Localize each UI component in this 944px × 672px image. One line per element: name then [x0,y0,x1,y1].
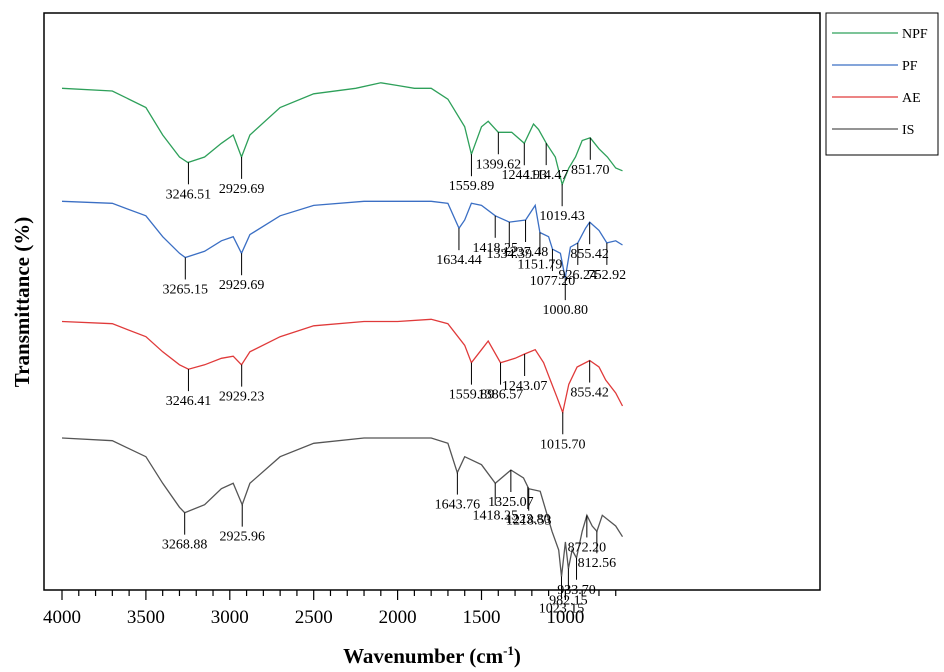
peak-label: 812.56 [578,556,617,571]
peak-label: 1559.89 [449,388,495,403]
peak-label: 1334.39 [487,247,533,262]
peak-label: 2929.69 [219,182,265,197]
series-line-npf [61,82,623,187]
peak-label: 1418.25 [472,508,518,523]
x-tick-label: 2000 [379,607,417,628]
y-axis-title: Transmittance (%) [10,217,34,388]
peak-label: 1244.93 [502,168,548,183]
x-axis-title: Wavenumber (cm-1) [343,643,521,668]
x-tick-label: 2500 [295,607,333,628]
peak-label: 926.24 [559,268,598,283]
peak-label: 2925.96 [219,530,265,545]
series-layer [61,82,624,577]
legend-label-ae: AE [902,91,921,106]
peak-label: 1151.79 [517,258,562,273]
peak-label: 3265.15 [163,282,209,297]
x-tick-label: 3500 [127,607,165,628]
peak-label: 752.92 [588,268,627,283]
series-line-is [61,437,624,577]
peak-label: 872.20 [568,540,607,555]
peak-label: 1114.47 [524,168,568,183]
peak-label: 1218.53 [506,514,552,529]
peak-label: 851.70 [571,163,610,178]
x-axis-title-end: ) [514,644,521,668]
x-tick-label: 1000 [546,607,584,628]
peak-label: 3246.51 [166,187,212,202]
legend-label-npf: NPF [902,27,928,42]
peak-label: 1643.76 [435,498,481,513]
peak-label: 855.42 [570,386,609,401]
series-line-pf [61,200,623,279]
peak-label: 1634.44 [436,253,482,268]
peak-label: 1325.07 [488,495,534,510]
peak-label: 855.42 [570,247,609,262]
annotation-layer: 3246.51 2929.69 1559.89 1399.621244.931114.… [162,132,626,616]
x-axis-ticks: 4000 3500 3000 2500 2000 1500 1000 [43,590,617,628]
peak-label: 1243.07 [502,379,548,394]
series-line-ae [61,318,624,415]
x-axis-title-superscript: -1 [503,643,514,658]
legend-items: NPF PF AE IS [832,27,928,138]
peak-label: 1386.57 [478,388,524,403]
legend-box [825,12,939,156]
peak-label: 2929.69 [219,278,265,293]
peak-label: 3268.88 [162,538,208,553]
peak-label: 982.15 [549,593,588,608]
peak-label: 1559.89 [449,179,495,194]
plot-frame [43,12,821,591]
x-tick-label: 3000 [211,607,249,628]
peak-label: 1399.62 [476,157,522,172]
x-tick-label: 4000 [43,607,81,628]
peak-label: 2929.23 [219,390,265,405]
peak-label: 933.70 [557,583,596,598]
peak-label: 1418.25 [472,241,518,256]
peak-label: 1015.70 [540,437,586,452]
legend-label-pf: PF [902,59,918,74]
peak-label: 1019.43 [539,209,585,224]
peak-label: 1077.20 [530,274,576,289]
legend-label-is: IS [902,123,914,138]
peak-label: 1237.48 [503,245,549,260]
x-tick-label: 1500 [463,607,501,628]
legend: NPF PF AE IS [825,12,939,156]
peak-label: 1000.80 [543,303,589,318]
x-axis-title-main: Wavenumber (cm [343,644,504,668]
peak-label: 1223.80 [505,512,551,527]
peak-label: 1023.15 [539,601,585,616]
peak-label: 3246.41 [166,394,212,409]
